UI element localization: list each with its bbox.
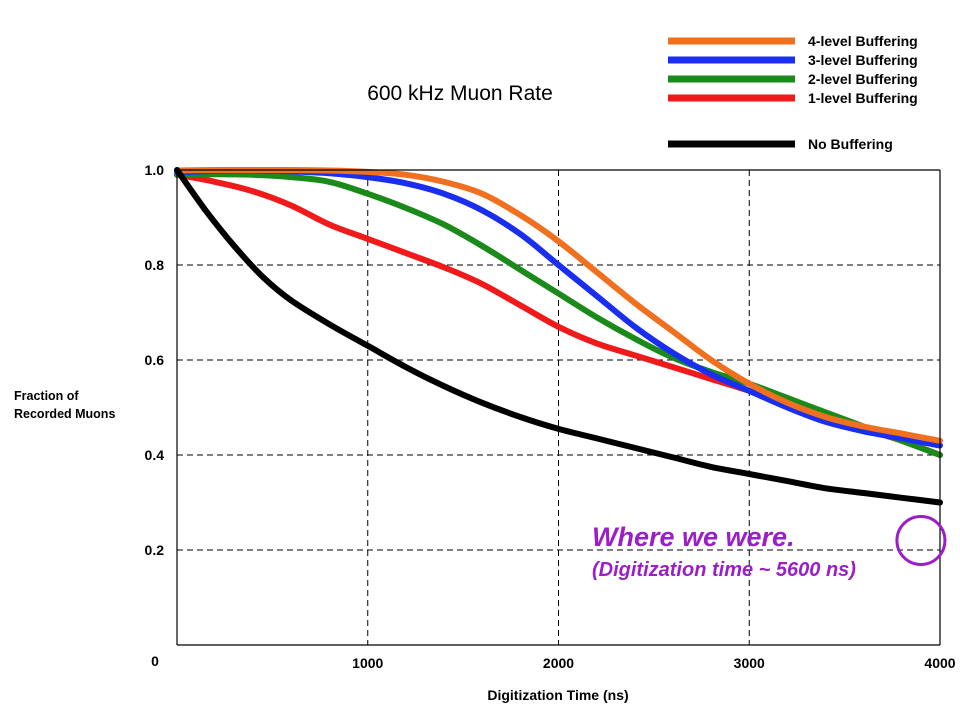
y-tick-label: 1.0 [145, 162, 165, 178]
annotation-digitization-time: (Digitization time ~ 5600 ns) [592, 559, 856, 581]
annotation: Where we were. (Digitization time ~ 5600… [592, 515, 947, 581]
y-axis-label-line1: Fraction of [14, 389, 79, 403]
y-axis-label-line2: Recorded Muons [14, 407, 115, 421]
y-tick-label: 0.8 [145, 257, 165, 273]
x-tick-label: 2000 [543, 655, 574, 671]
origin-label: 0 [151, 653, 159, 669]
series-line-no-buffering [174, 167, 943, 506]
legend-label-4-level-buffering: 4-level Buffering [808, 33, 918, 49]
y-tick-label: 0.6 [145, 352, 165, 368]
y-tick-label: 0.2 [145, 542, 165, 558]
legend-label-no-buffering: No Buffering [808, 136, 893, 152]
x-tick-label: 1000 [352, 655, 383, 671]
y-tick-label: 0.4 [145, 447, 165, 463]
legend: 4-level Buffering 3-level Buffering 2-leve… [668, 33, 918, 152]
legend-label-2-level-buffering: 2-level Buffering [808, 71, 918, 87]
legend-label-3-level-buffering: 3-level Buffering [808, 52, 918, 68]
series-layer [174, 166, 943, 506]
annotation-circle [895, 515, 947, 566]
x-tick-label: 4000 [924, 655, 955, 671]
legend-label-1-level-buffering: 1-level Buffering [808, 90, 918, 106]
x-axis-label: Digitization Time (ns) [487, 687, 628, 703]
x-tick-label: 3000 [734, 655, 765, 671]
annotation-where-we-were: Where we were. [592, 522, 795, 552]
series-line-2-level-buffering [174, 171, 943, 458]
axes-layer: 0.2 0.4 0.6 0.8 1.0 1000 2000 3000 4000 [145, 162, 956, 671]
chart-title: 600 kHz Muon Rate [367, 82, 553, 105]
